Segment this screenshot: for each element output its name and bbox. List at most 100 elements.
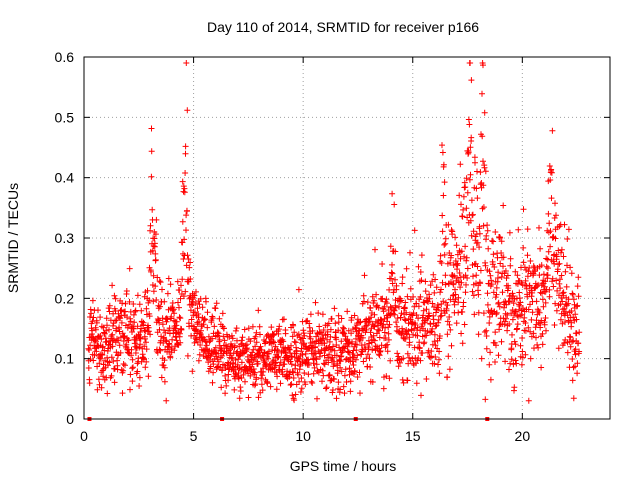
data-point bbox=[386, 321, 393, 328]
data-point bbox=[505, 285, 512, 292]
data-point bbox=[459, 213, 466, 220]
y-tick-label: 0.3 bbox=[55, 230, 75, 246]
data-point bbox=[533, 298, 540, 305]
data-point bbox=[264, 379, 271, 386]
data-point bbox=[342, 366, 349, 373]
data-point bbox=[166, 341, 173, 348]
data-point bbox=[333, 395, 340, 402]
data-point bbox=[521, 264, 528, 271]
data-point bbox=[484, 290, 491, 297]
data-point bbox=[195, 314, 202, 321]
data-point bbox=[206, 356, 213, 363]
data-point bbox=[112, 317, 119, 324]
data-point bbox=[258, 381, 265, 388]
data-point bbox=[439, 279, 446, 286]
data-point bbox=[400, 355, 407, 362]
data-point bbox=[103, 338, 110, 345]
data-point bbox=[123, 341, 130, 348]
data-point bbox=[274, 373, 281, 380]
data-point bbox=[326, 372, 333, 379]
data-point bbox=[522, 351, 529, 358]
data-point bbox=[335, 319, 342, 326]
data-point bbox=[404, 293, 411, 300]
data-point bbox=[442, 281, 449, 288]
data-point bbox=[152, 231, 159, 238]
data-point bbox=[132, 350, 139, 356]
data-point bbox=[171, 310, 178, 317]
data-point bbox=[265, 355, 272, 362]
data-point bbox=[485, 245, 492, 252]
data-point bbox=[101, 330, 108, 337]
data-point bbox=[391, 311, 398, 318]
data-point bbox=[370, 332, 377, 339]
data-point bbox=[96, 360, 103, 367]
data-point bbox=[512, 308, 519, 315]
data-point bbox=[268, 324, 275, 331]
data-point bbox=[422, 278, 429, 285]
data-point bbox=[493, 291, 500, 298]
data-point bbox=[516, 289, 523, 296]
data-point bbox=[98, 336, 105, 343]
data-point bbox=[156, 346, 163, 353]
data-point bbox=[382, 335, 389, 341]
data-point bbox=[184, 352, 191, 359]
data-point bbox=[301, 340, 307, 347]
data-point bbox=[320, 335, 327, 342]
data-point bbox=[452, 286, 458, 293]
data-point bbox=[341, 390, 348, 397]
data-point bbox=[335, 379, 342, 386]
data-point bbox=[452, 234, 459, 241]
data-point bbox=[104, 322, 110, 329]
data-point bbox=[194, 305, 201, 312]
data-point bbox=[143, 346, 150, 353]
data-point bbox=[448, 342, 455, 349]
data-point bbox=[547, 228, 554, 235]
data-point bbox=[140, 319, 147, 326]
data-point bbox=[287, 382, 294, 388]
data-point bbox=[369, 293, 376, 300]
data-point bbox=[474, 195, 481, 202]
data-point bbox=[450, 292, 456, 299]
data-point bbox=[518, 311, 525, 318]
data-point bbox=[167, 354, 174, 361]
data-point bbox=[499, 289, 506, 296]
data-point bbox=[487, 272, 494, 279]
data-point bbox=[212, 305, 219, 312]
data-point bbox=[389, 190, 396, 197]
data-point bbox=[253, 339, 260, 346]
data-point bbox=[383, 300, 390, 307]
data-point bbox=[407, 249, 413, 256]
data-point bbox=[495, 269, 502, 276]
data-point bbox=[313, 356, 320, 363]
data-point bbox=[476, 230, 483, 237]
data-point bbox=[463, 257, 470, 264]
data-point bbox=[126, 298, 133, 305]
data-point bbox=[329, 387, 336, 393]
data-point bbox=[388, 275, 395, 282]
data-point bbox=[447, 326, 454, 333]
data-point bbox=[439, 149, 446, 156]
data-point bbox=[439, 228, 446, 235]
data-point bbox=[569, 338, 575, 345]
data-point bbox=[527, 355, 534, 362]
chart-title: Day 110 of 2014, SRMTID for receiver p16… bbox=[207, 19, 479, 35]
data-point bbox=[385, 324, 392, 331]
data-point bbox=[533, 334, 539, 341]
data-point bbox=[562, 268, 569, 275]
data-point bbox=[551, 260, 558, 267]
data-point bbox=[544, 272, 551, 279]
data-point bbox=[567, 334, 574, 341]
data-point bbox=[171, 317, 177, 324]
data-point bbox=[219, 310, 226, 317]
data-point bbox=[104, 390, 111, 397]
data-point bbox=[347, 378, 354, 385]
data-point bbox=[88, 310, 95, 317]
data-point bbox=[251, 369, 258, 376]
data-point bbox=[94, 386, 101, 393]
data-point bbox=[436, 333, 443, 339]
data-point bbox=[376, 327, 383, 334]
data-point bbox=[451, 301, 458, 308]
data-point bbox=[320, 360, 327, 367]
data-point bbox=[447, 296, 454, 303]
